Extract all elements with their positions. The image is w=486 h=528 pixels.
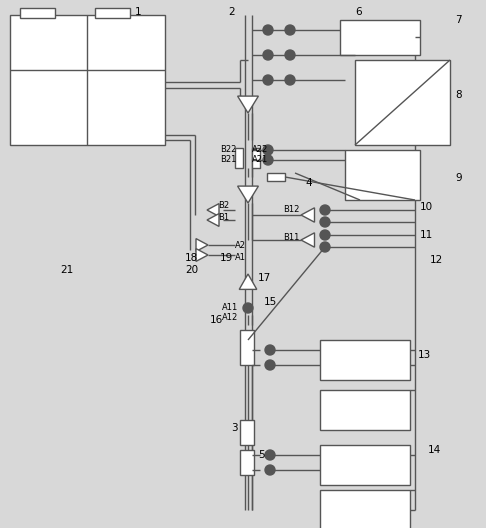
Text: 2: 2 bbox=[228, 7, 235, 17]
Text: 11: 11 bbox=[420, 230, 433, 240]
Circle shape bbox=[266, 78, 270, 82]
Bar bbox=[320, 390, 410, 430]
Text: B11: B11 bbox=[283, 233, 299, 242]
Bar bbox=[320, 490, 410, 528]
Circle shape bbox=[265, 345, 275, 355]
Bar bbox=[10, 15, 165, 145]
Circle shape bbox=[243, 303, 253, 313]
Text: 10: 10 bbox=[420, 202, 433, 212]
Polygon shape bbox=[238, 96, 259, 113]
Polygon shape bbox=[301, 208, 314, 222]
Text: 13: 13 bbox=[418, 350, 431, 360]
Bar bbox=[345, 150, 420, 200]
Text: 20: 20 bbox=[185, 265, 198, 275]
Circle shape bbox=[268, 363, 272, 367]
Polygon shape bbox=[238, 186, 259, 203]
Text: B21: B21 bbox=[220, 156, 236, 165]
Bar bbox=[240, 420, 254, 445]
Text: 8: 8 bbox=[455, 90, 462, 100]
Text: 9: 9 bbox=[455, 173, 462, 183]
Circle shape bbox=[285, 50, 295, 60]
Circle shape bbox=[263, 145, 273, 155]
Circle shape bbox=[265, 450, 275, 460]
Circle shape bbox=[320, 242, 330, 252]
Text: A2: A2 bbox=[235, 240, 246, 250]
Text: B2: B2 bbox=[218, 202, 229, 211]
Circle shape bbox=[323, 220, 327, 224]
Circle shape bbox=[268, 468, 272, 472]
Text: 4: 4 bbox=[305, 178, 312, 188]
Polygon shape bbox=[196, 239, 208, 251]
Text: B22: B22 bbox=[220, 146, 236, 155]
Polygon shape bbox=[239, 274, 257, 289]
Circle shape bbox=[320, 205, 330, 215]
Text: 19: 19 bbox=[220, 253, 233, 263]
Text: 5: 5 bbox=[258, 450, 264, 460]
Bar bbox=[355, 60, 450, 145]
Text: A11: A11 bbox=[222, 303, 238, 312]
Bar bbox=[20, 8, 55, 18]
Circle shape bbox=[285, 75, 295, 85]
Text: 14: 14 bbox=[428, 445, 441, 455]
Bar bbox=[252, 148, 260, 168]
Circle shape bbox=[266, 148, 270, 152]
Text: B12: B12 bbox=[283, 205, 299, 214]
Circle shape bbox=[263, 155, 273, 165]
Polygon shape bbox=[301, 233, 314, 247]
Text: 18: 18 bbox=[185, 253, 198, 263]
Text: A21: A21 bbox=[252, 156, 268, 165]
Polygon shape bbox=[196, 249, 208, 261]
Circle shape bbox=[265, 360, 275, 370]
Circle shape bbox=[268, 453, 272, 457]
Text: 17: 17 bbox=[258, 273, 271, 283]
Circle shape bbox=[323, 233, 327, 237]
Bar bbox=[340, 20, 420, 55]
Bar bbox=[267, 173, 285, 181]
Circle shape bbox=[263, 25, 273, 35]
Text: 21: 21 bbox=[60, 265, 73, 275]
Circle shape bbox=[323, 208, 327, 212]
Circle shape bbox=[288, 78, 292, 82]
Circle shape bbox=[285, 25, 295, 35]
Circle shape bbox=[323, 245, 327, 249]
Circle shape bbox=[268, 348, 272, 352]
Bar bbox=[95, 8, 130, 18]
Bar bbox=[240, 450, 254, 475]
Circle shape bbox=[246, 306, 250, 310]
Circle shape bbox=[263, 50, 273, 60]
Bar bbox=[320, 340, 410, 380]
Text: 7: 7 bbox=[455, 15, 462, 25]
Text: A22: A22 bbox=[252, 146, 268, 155]
Circle shape bbox=[320, 217, 330, 227]
Text: A12: A12 bbox=[222, 314, 238, 323]
Polygon shape bbox=[207, 214, 219, 227]
Circle shape bbox=[265, 465, 275, 475]
Text: 12: 12 bbox=[430, 255, 443, 265]
Text: A1: A1 bbox=[235, 252, 246, 261]
Circle shape bbox=[263, 75, 273, 85]
Polygon shape bbox=[207, 204, 219, 216]
Text: 16: 16 bbox=[210, 315, 223, 325]
Circle shape bbox=[266, 158, 270, 162]
Bar bbox=[235, 148, 243, 168]
Bar bbox=[240, 330, 254, 365]
Text: 3: 3 bbox=[231, 423, 238, 433]
Bar bbox=[320, 445, 410, 485]
Text: 1: 1 bbox=[135, 7, 141, 17]
Circle shape bbox=[320, 230, 330, 240]
Text: B1: B1 bbox=[218, 213, 229, 222]
Text: 6: 6 bbox=[355, 7, 362, 17]
Text: 15: 15 bbox=[264, 297, 277, 307]
